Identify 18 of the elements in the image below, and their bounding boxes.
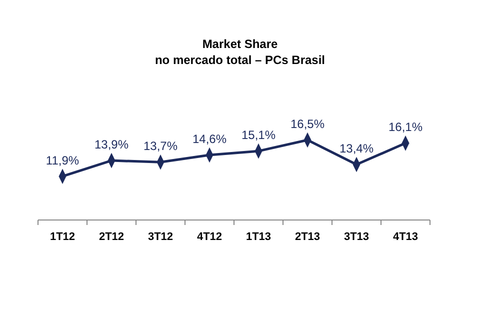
data-label: 13,9% bbox=[94, 138, 129, 152]
data-label: 14,6% bbox=[192, 132, 227, 146]
x-tick-label: 3T13 bbox=[344, 231, 370, 243]
x-tick-label: 3T12 bbox=[148, 231, 174, 243]
data-label: 15,1% bbox=[241, 128, 276, 142]
data-label: 13,7% bbox=[143, 139, 178, 154]
x-tick-label: 2T12 bbox=[98, 231, 124, 243]
x-tick-label: 4T13 bbox=[392, 231, 418, 243]
chart-subtitle: no mercado total – PCs Brasil bbox=[154, 53, 326, 67]
x-tick-label: 1T12 bbox=[50, 231, 76, 243]
x-tick-label: 2T13 bbox=[294, 231, 320, 243]
x-tick-label: 4T12 bbox=[196, 231, 222, 243]
data-label: 16,1% bbox=[388, 120, 423, 134]
x-tick-label: 1T13 bbox=[246, 231, 272, 243]
data-label: 16,5% bbox=[290, 117, 325, 131]
data-label: 13,4% bbox=[339, 142, 374, 156]
chart-title: Market Share bbox=[202, 37, 278, 51]
data-label: 11,9% bbox=[46, 153, 80, 168]
